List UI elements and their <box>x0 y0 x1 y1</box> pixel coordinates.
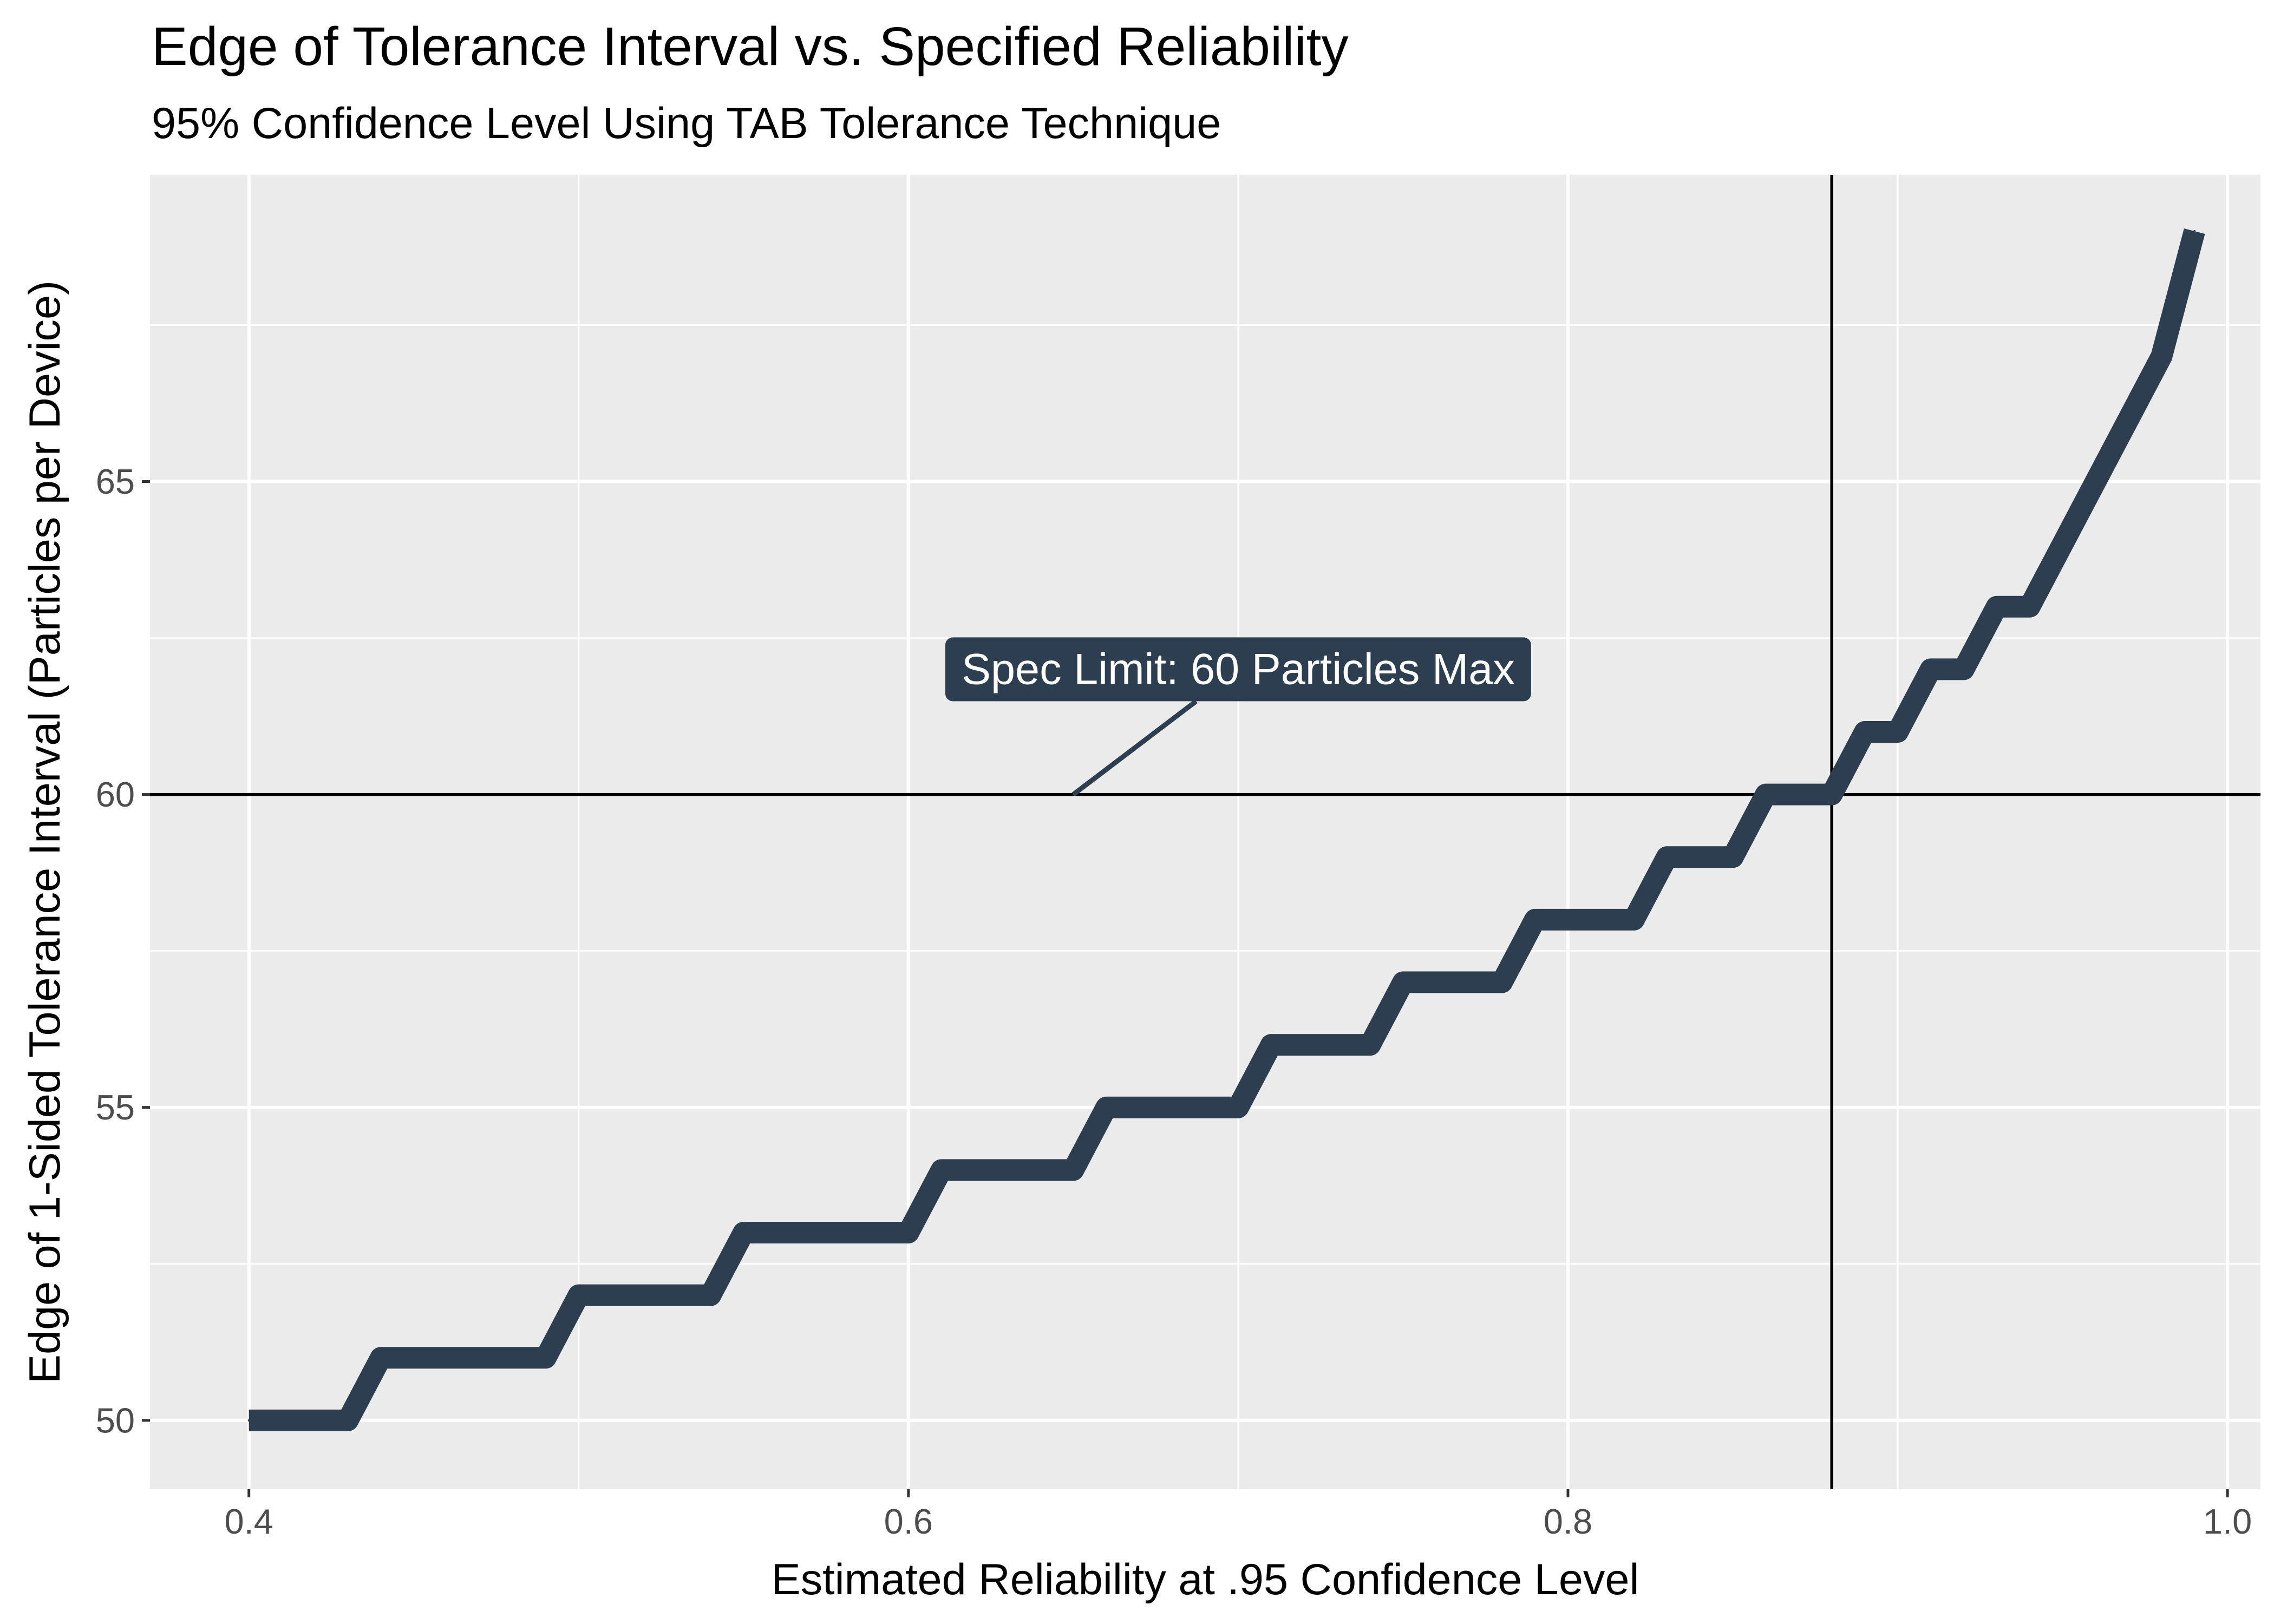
x-tick-label: 0.8 <box>1544 1502 1592 1541</box>
data-point <box>380 1357 382 1359</box>
reference-lines <box>150 175 2260 1489</box>
data-point <box>1204 1106 1206 1109</box>
data-point <box>841 1231 844 1234</box>
data-point <box>1864 731 1866 734</box>
data-point <box>2094 480 2097 483</box>
data-point <box>1270 1044 1272 1046</box>
chart-title: Edge of Tolerance Interval vs. Specified… <box>152 16 1348 77</box>
annotation-pointer <box>1071 699 1198 797</box>
data-point <box>347 1419 349 1422</box>
data-point <box>742 1231 745 1234</box>
y-tick-label: 50 <box>96 1400 135 1440</box>
data-point <box>1105 1106 1108 1109</box>
data-point <box>1303 1044 1305 1046</box>
data-point <box>313 1419 316 1422</box>
data-point <box>247 1419 250 1422</box>
data-point <box>1731 856 1734 859</box>
x-axis-ticks: 0.4 0.6 0.8 1.0 <box>225 1489 2252 1541</box>
data-point <box>1632 918 1635 921</box>
series-layer <box>247 228 2205 1431</box>
data-point <box>1962 668 1965 671</box>
data-point <box>1765 793 1767 796</box>
annotation-label: Spec Limit: 60 Particles Max <box>962 645 1515 693</box>
data-point <box>940 1169 943 1171</box>
data-point <box>1006 1169 1009 1171</box>
data-point <box>1138 1106 1141 1109</box>
annotation-layer: Spec Limit: 60 Particles Max <box>945 637 1531 797</box>
data-point <box>280 1419 283 1422</box>
x-tick-label: 0.6 <box>884 1502 933 1541</box>
data-point <box>874 1231 877 1234</box>
data-point <box>1599 918 1602 921</box>
data-point <box>2127 417 2130 420</box>
y-axis-title: Edge of 1-Sided Tolerance Interval (Part… <box>21 280 69 1384</box>
plot-panel <box>150 175 2260 1489</box>
data-point <box>1435 981 1437 984</box>
data-point <box>2160 355 2163 358</box>
data-point <box>1665 856 1668 859</box>
data-point <box>1501 981 1504 984</box>
y-axis-ticks: 50 55 60 65 <box>96 462 150 1440</box>
data-point <box>610 1294 613 1296</box>
series-line <box>249 228 2205 1431</box>
data-point <box>1468 981 1471 984</box>
data-point <box>1798 793 1800 796</box>
data-point <box>1566 918 1569 921</box>
data-point <box>1237 1106 1239 1109</box>
data-point <box>511 1357 514 1359</box>
data-point <box>709 1294 712 1296</box>
data-point <box>2061 543 2064 546</box>
data-point <box>446 1357 448 1359</box>
data-point <box>676 1294 679 1296</box>
chart-subtitle: 95% Confidence Level Using TAB Tolerance… <box>152 99 1221 148</box>
data-point <box>1929 668 1932 671</box>
data-point <box>973 1169 976 1171</box>
y-tick-label: 60 <box>96 775 135 814</box>
y-tick-label: 55 <box>96 1088 135 1127</box>
y-tick-label: 65 <box>96 462 135 501</box>
data-point <box>1072 1169 1075 1171</box>
data-point <box>907 1231 910 1234</box>
annotation-label-box <box>945 637 1531 702</box>
data-point <box>479 1357 481 1359</box>
data-point <box>1831 793 1833 796</box>
data-point <box>808 1231 811 1234</box>
x-tick-label: 0.4 <box>225 1502 273 1541</box>
data-point <box>1897 731 1899 734</box>
data-point <box>1995 605 1998 608</box>
x-tick-label: 1.0 <box>2203 1502 2252 1541</box>
data-point <box>1534 918 1537 921</box>
data-point <box>1039 1169 1042 1171</box>
data-point <box>643 1294 646 1296</box>
data-point <box>1336 1044 1338 1046</box>
data-point <box>544 1357 547 1359</box>
data-point <box>1698 856 1701 859</box>
data-point <box>775 1231 778 1234</box>
data-point <box>413 1357 415 1359</box>
data-point <box>577 1294 580 1296</box>
data-point <box>1369 1044 1371 1046</box>
x-axis-title: Estimated Reliability at .95 Confidence … <box>772 1555 1639 1604</box>
data-point <box>1171 1106 1174 1109</box>
data-point <box>1402 981 1404 984</box>
data-point <box>2193 230 2196 233</box>
data-point <box>2028 605 2031 608</box>
